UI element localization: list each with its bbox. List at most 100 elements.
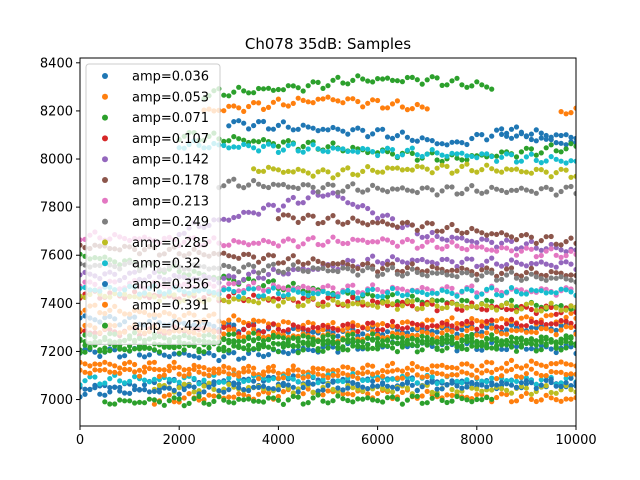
data-point <box>236 136 242 142</box>
data-point <box>206 384 212 390</box>
data-point <box>429 138 435 144</box>
data-point <box>404 319 410 325</box>
data-point <box>409 238 415 244</box>
data-point <box>360 189 366 195</box>
data-point <box>409 222 415 228</box>
data-point <box>543 234 549 240</box>
data-point <box>479 230 485 236</box>
data-point <box>315 380 321 386</box>
data-point <box>300 283 306 289</box>
data-point <box>449 315 455 321</box>
data-point <box>310 235 316 241</box>
data-point <box>146 360 152 366</box>
data-point <box>370 383 376 389</box>
data-point <box>350 282 356 288</box>
data-point <box>300 375 306 381</box>
data-point <box>489 133 495 139</box>
data-point <box>355 98 361 105</box>
data-point <box>275 182 281 188</box>
data-point <box>439 362 445 368</box>
data-point <box>399 335 405 341</box>
data-point <box>186 400 192 406</box>
data-point <box>469 272 475 278</box>
data-point <box>494 307 500 313</box>
data-point <box>394 323 400 329</box>
data-point <box>251 326 257 333</box>
data-point <box>469 243 475 249</box>
data-point <box>474 375 480 381</box>
data-point <box>285 236 291 242</box>
data-point <box>260 86 267 92</box>
data-point <box>508 339 515 345</box>
data-point <box>335 378 341 384</box>
data-point <box>538 319 544 326</box>
data-point <box>310 329 316 335</box>
data-point <box>221 331 227 337</box>
data-point <box>513 154 520 160</box>
data-point <box>151 366 157 372</box>
data-point <box>315 301 321 307</box>
data-point <box>295 389 301 395</box>
data-point <box>558 383 564 390</box>
data-point <box>320 299 326 305</box>
data-point <box>221 142 227 149</box>
data-point <box>350 171 356 177</box>
data-point <box>280 260 286 266</box>
data-point <box>469 339 475 345</box>
data-point <box>404 147 410 153</box>
data-point <box>350 392 356 398</box>
data-point <box>489 336 495 342</box>
data-point <box>454 274 460 280</box>
data-point <box>489 360 495 366</box>
data-point <box>384 267 391 273</box>
data-point <box>345 347 351 353</box>
data-point <box>355 383 361 389</box>
data-point <box>484 137 490 143</box>
data-point <box>380 300 386 306</box>
data-point <box>360 325 366 331</box>
data-point <box>444 332 450 338</box>
data-point <box>211 370 217 376</box>
data-point <box>305 146 311 152</box>
data-point <box>404 380 410 386</box>
data-point <box>270 202 276 208</box>
data-point <box>484 258 490 264</box>
data-point <box>315 79 321 85</box>
data-point <box>389 101 396 107</box>
data-point <box>499 149 505 155</box>
data-point <box>80 242 83 248</box>
data-point <box>166 368 172 374</box>
data-point <box>419 384 425 390</box>
data-point <box>528 337 535 343</box>
data-point <box>409 261 415 267</box>
data-point <box>280 139 286 145</box>
data-point <box>340 221 346 227</box>
x-tick-label: 8000 <box>460 433 493 448</box>
data-point <box>499 373 505 379</box>
data-point <box>355 370 361 376</box>
data-point <box>236 255 242 261</box>
data-point <box>290 194 296 201</box>
data-point <box>310 100 316 106</box>
data-point <box>504 289 510 295</box>
data-point <box>404 385 410 391</box>
data-points <box>80 73 576 409</box>
data-point <box>275 86 281 93</box>
data-point <box>434 363 440 369</box>
data-point <box>389 254 396 260</box>
x-tick-label: 0 <box>76 433 84 448</box>
data-point <box>414 337 420 343</box>
data-point <box>305 182 311 188</box>
data-point <box>305 381 311 387</box>
data-point <box>315 325 321 331</box>
data-point <box>216 394 222 400</box>
data-point <box>508 234 515 240</box>
data-point <box>543 342 549 348</box>
data-point <box>226 145 232 151</box>
data-point <box>176 364 182 370</box>
data-point <box>424 291 430 298</box>
data-point <box>365 369 371 375</box>
data-point <box>414 138 420 144</box>
data-point <box>459 361 465 367</box>
data-point <box>345 283 351 289</box>
